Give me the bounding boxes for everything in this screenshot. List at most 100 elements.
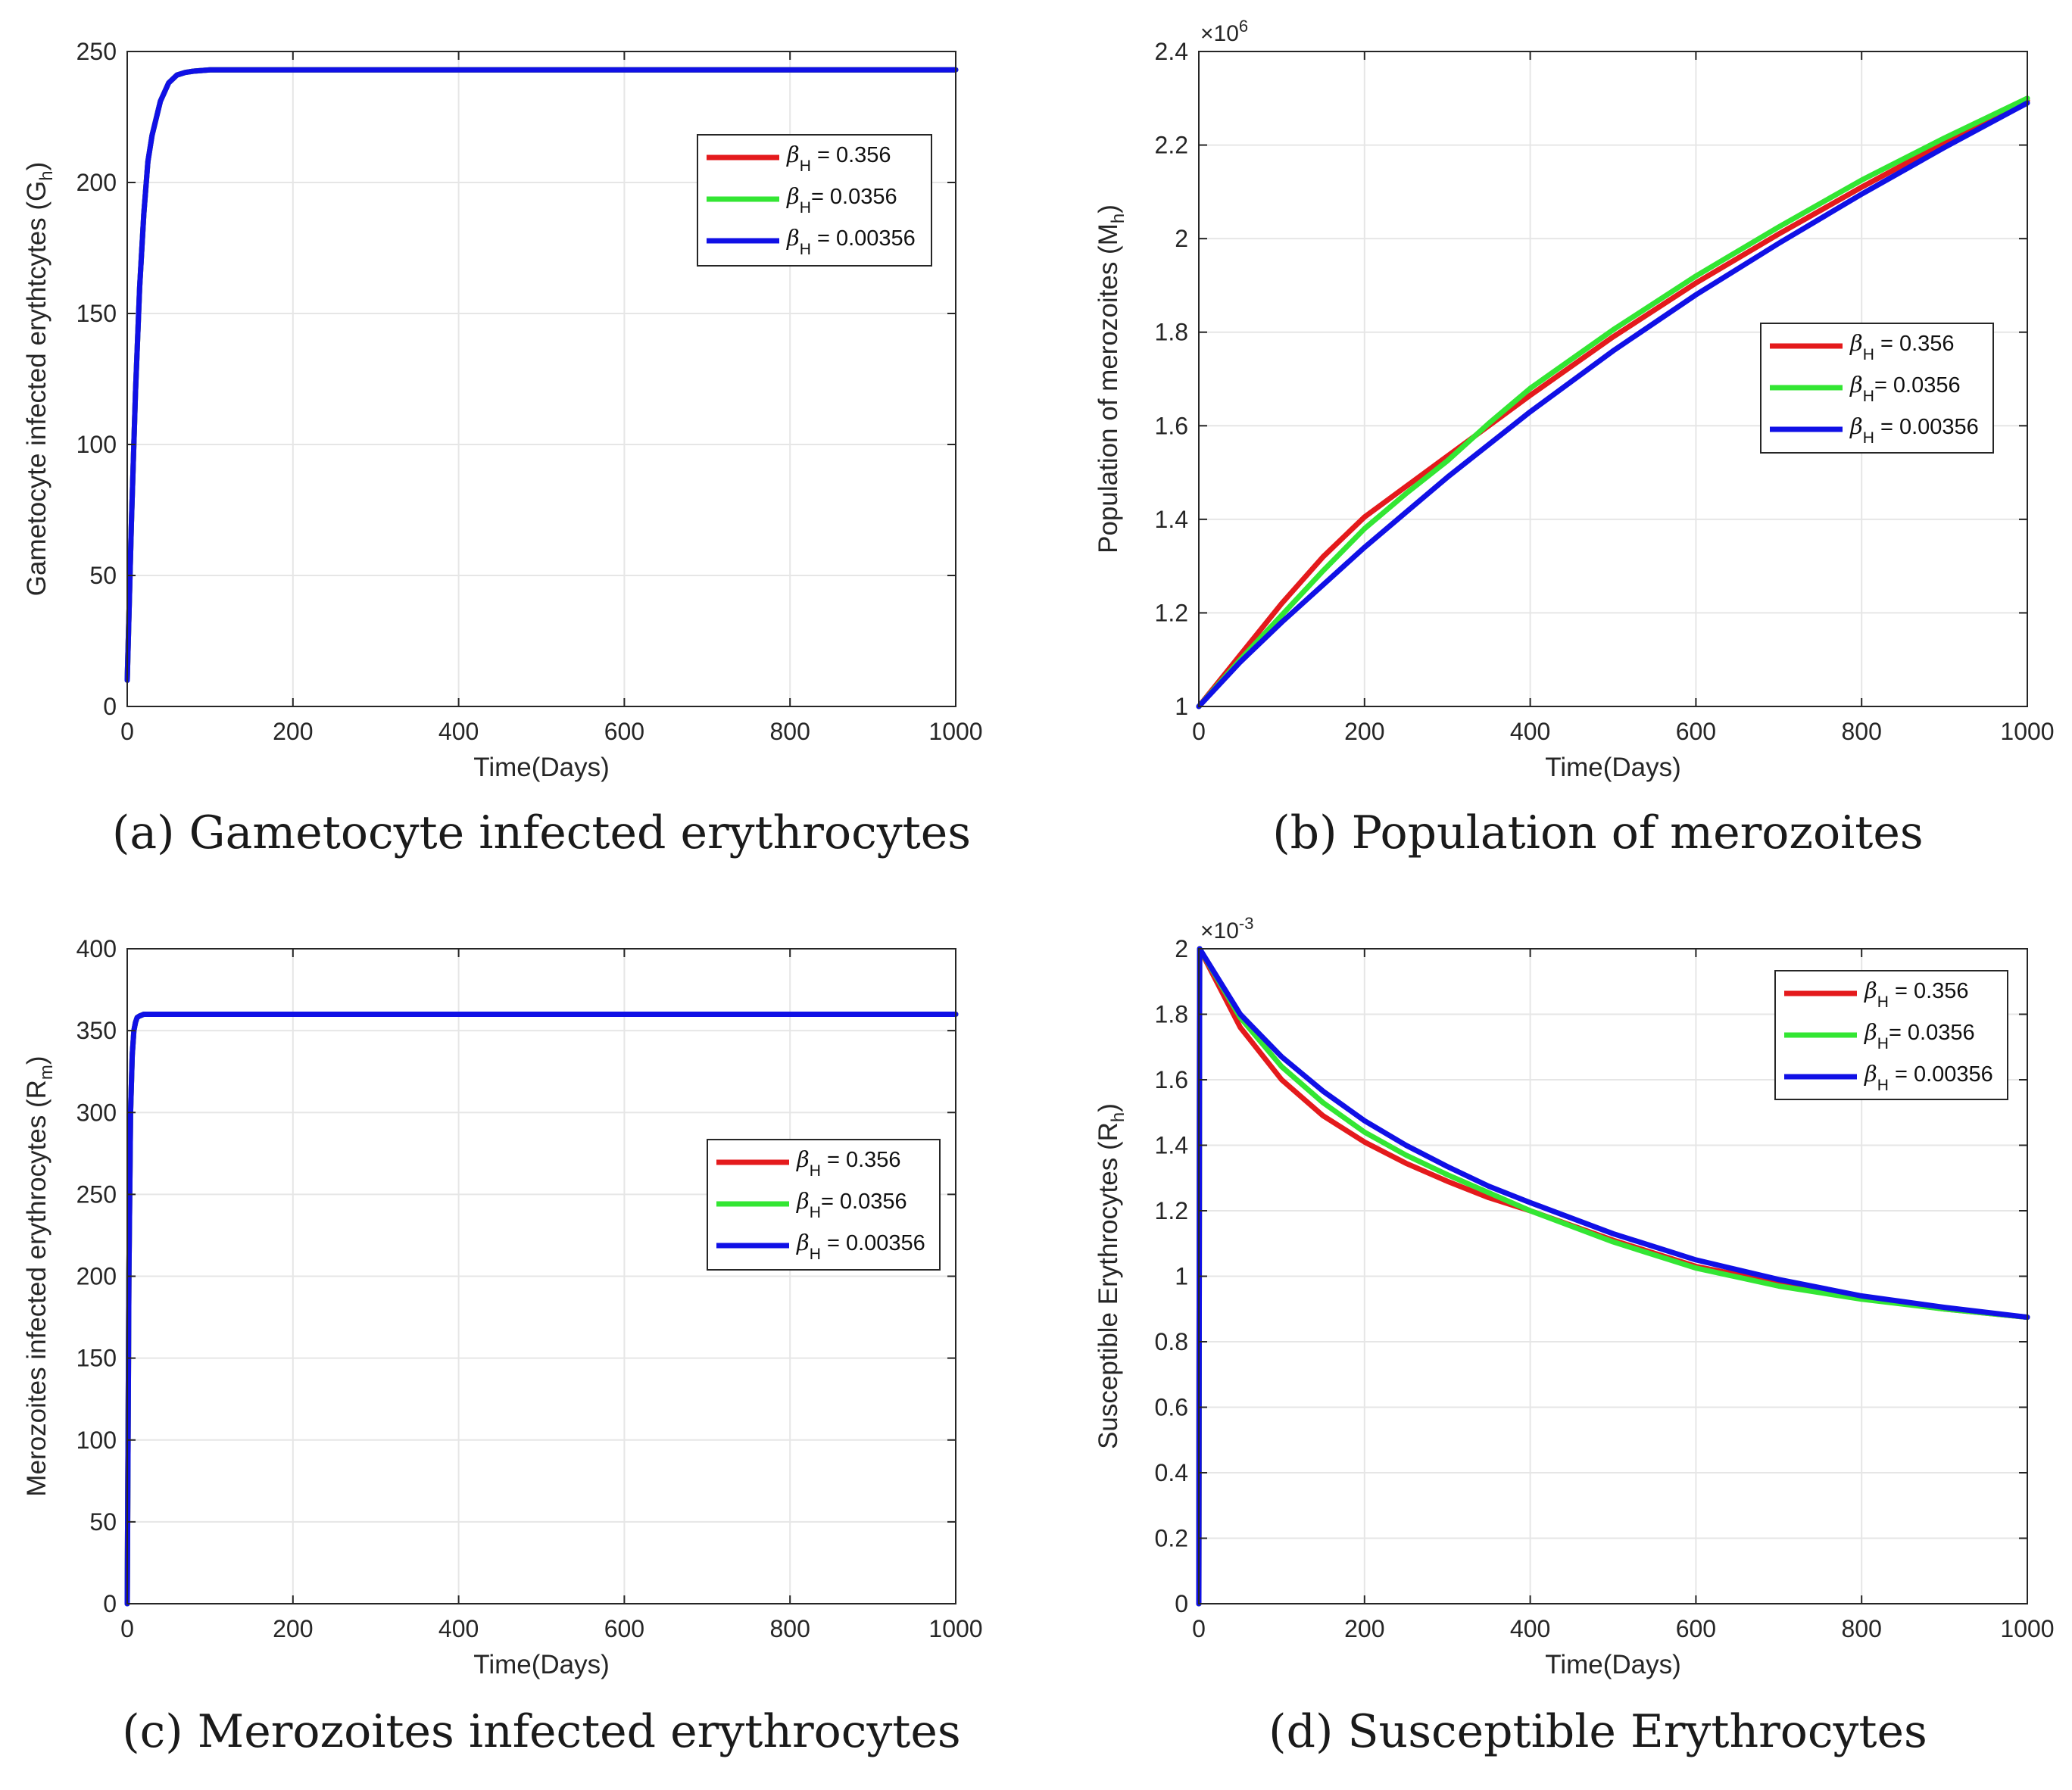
x-tick-label: 1000: [928, 1615, 982, 1642]
y-tick-label: 250: [76, 38, 117, 65]
series-line-3: [124, 67, 959, 683]
panel-c: 0 200 400 600 800 1000 0 50 100 150 200 250 300 350 40…: [22, 935, 983, 1758]
y-tick-label: 0: [103, 1590, 117, 1617]
x-tick-label: 600: [1676, 718, 1716, 745]
series-line-3: [1196, 946, 2030, 1607]
legend-label: βH = 0.00356: [786, 225, 916, 258]
x-axis-label: Time(Days): [1545, 753, 1681, 782]
x-tick-label: 600: [604, 1615, 644, 1642]
y-tick-label: 1.8: [1155, 1001, 1188, 1028]
x-tick-label: 0: [1192, 1615, 1206, 1642]
y-tick-label: 300: [76, 1099, 117, 1126]
legend-label: βH= 0.0356: [1864, 1019, 1975, 1052]
legend-label: βH = 0.356: [786, 142, 891, 175]
legend-label: βH = 0.356: [1864, 978, 1969, 1011]
y-tick-label: 350: [76, 1017, 117, 1044]
series-line-2: [1196, 95, 2030, 709]
y-tick-label: 1.4: [1155, 1132, 1188, 1159]
legend: βH = 0.356 βH= 0.0356 βH = 0.00356: [1760, 323, 1994, 454]
x-tick-label: 200: [1344, 718, 1384, 745]
legend: βH = 0.356 βH= 0.0356 βH = 0.00356: [707, 1139, 941, 1271]
legend: βH = 0.356 βH= 0.0356 βH = 0.00356: [1774, 970, 2008, 1100]
y-tick-label: 100: [76, 431, 117, 458]
legend-label: βH = 0.00356: [1849, 413, 1979, 447]
legend-label: βH= 0.0356: [796, 1188, 907, 1221]
y-tick-label: 150: [76, 300, 117, 327]
y-tick-label: 0.8: [1155, 1328, 1188, 1355]
y-axis-label: Merozoites infected erythrocytes (Rm): [22, 1056, 57, 1496]
panel-caption: (a) Gametocyte infected erythrocytes: [112, 806, 971, 859]
x-tick-label: 200: [1344, 1615, 1384, 1642]
x-tick-label: 0: [120, 718, 134, 745]
x-tick-label: 600: [604, 718, 644, 745]
x-tick-label: 0: [1192, 718, 1206, 745]
panel-a: 0 200 400 600 800 1000 0 50 100 150 200 250 Time(Day…: [22, 38, 983, 859]
y-tick-label: 0.4: [1155, 1459, 1188, 1486]
panel-caption: (b) Population of merozoites: [1272, 806, 1923, 859]
x-tick-label: 1000: [2000, 718, 2054, 745]
y-tick-label: 2.2: [1155, 132, 1188, 159]
x-tick-label: 1000: [928, 718, 982, 745]
y-tick-label: 1: [1175, 1263, 1188, 1290]
series-line-2: [124, 1012, 959, 1607]
y-tick-label: 1.4: [1155, 506, 1188, 533]
legend: βH = 0.356 βH= 0.0356 βH = 0.00356: [697, 134, 932, 267]
y-tick-label: 1: [1175, 693, 1188, 720]
axis-exponent: ×10-3: [1200, 914, 1253, 943]
x-axis-label: Time(Days): [473, 1650, 610, 1679]
y-tick-label: 200: [76, 169, 117, 196]
legend-label: βH = 0.356: [1849, 330, 1955, 363]
panel-b: 0 200 400 600 800 1000 1 1.2 1.4 1.6 1.8 2 2.2 2.4 ×10…: [1094, 17, 2055, 859]
series-line-2: [1196, 946, 2030, 1607]
x-tick-label: 800: [1842, 1615, 1882, 1642]
series-line-3: [1196, 100, 2030, 709]
y-tick-label: 250: [76, 1180, 117, 1208]
y-axis-label: Population of merozoites (Mh): [1094, 204, 1128, 554]
y-tick-label: 1.6: [1155, 1066, 1188, 1093]
x-axis-label: Time(Days): [473, 753, 610, 782]
series-line-3: [124, 1012, 959, 1607]
series-line-1: [124, 1012, 959, 1607]
y-tick-label: 0.6: [1155, 1394, 1188, 1421]
axis-exponent: ×106: [1200, 17, 1248, 46]
axes-box: [1198, 51, 2028, 707]
x-tick-label: 400: [438, 718, 479, 745]
x-tick-label: 200: [273, 1615, 313, 1642]
y-tick-label: 100: [76, 1427, 117, 1454]
x-tick-label: 800: [770, 718, 810, 745]
x-tick-label: 800: [770, 1615, 810, 1642]
y-tick-label: 1.2: [1155, 1197, 1188, 1224]
y-tick-label: 1.8: [1155, 319, 1188, 346]
y-tick-label: 1.2: [1155, 599, 1188, 626]
y-tick-label: 1.6: [1155, 412, 1188, 439]
panel-d: 0 200 400 600 800 1000 0 0.2 0.4 0.6 0.8 1 1.2 1.4 1.6…: [1094, 914, 2055, 1758]
legend-label: βH = 0.00356: [796, 1230, 925, 1263]
legend-label: βH= 0.0356: [786, 183, 897, 217]
x-tick-label: 200: [273, 718, 313, 745]
legend-label: βH = 0.356: [796, 1146, 901, 1180]
y-tick-label: 2: [1175, 225, 1188, 252]
y-tick-label: 50: [89, 1508, 117, 1536]
y-tick-label: 50: [89, 562, 117, 589]
y-axis-label: Susceptible Erythrocytes (Rh): [1094, 1103, 1128, 1449]
y-tick-label: 150: [76, 1345, 117, 1372]
axes-box: [126, 51, 956, 707]
x-tick-label: 400: [1510, 718, 1550, 745]
y-tick-label: 0.2: [1155, 1525, 1188, 1552]
x-tick-label: 600: [1676, 1615, 1716, 1642]
panel-caption: (c) Merozoites infected erythrocytes: [122, 1705, 960, 1758]
panel-caption: (d) Susceptible Erythrocytes: [1268, 1705, 1927, 1758]
x-axis-label: Time(Days): [1545, 1650, 1681, 1679]
y-tick-label: 0: [1175, 1590, 1188, 1617]
y-axis-label: Gametocyte infected erythtcytes (Gh): [22, 162, 57, 597]
y-tick-label: 400: [76, 935, 117, 962]
x-tick-label: 400: [438, 1615, 479, 1642]
x-tick-label: 800: [1842, 718, 1882, 745]
legend-label: βH= 0.0356: [1849, 372, 1961, 405]
y-tick-label: 2: [1175, 935, 1188, 962]
y-tick-label: 2.4: [1155, 38, 1188, 65]
x-tick-label: 0: [120, 1615, 134, 1642]
y-tick-label: 0: [103, 693, 117, 720]
x-tick-label: 400: [1510, 1615, 1550, 1642]
